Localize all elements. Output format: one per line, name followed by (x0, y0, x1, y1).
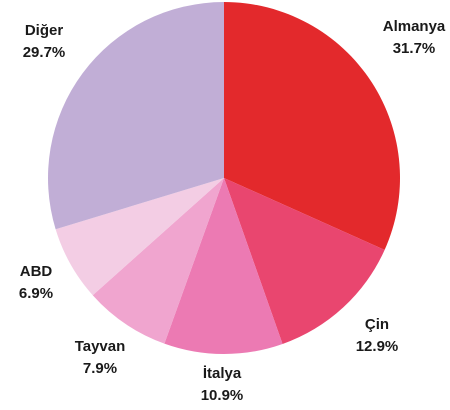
pie-slice (224, 2, 401, 250)
slice-label: Çin (365, 316, 389, 333)
slice-value: 31.7% (393, 40, 436, 57)
slice-label: Diğer (25, 22, 64, 39)
pie-slice (48, 2, 224, 230)
slice-label: ABD (20, 263, 53, 280)
pie-slice (224, 178, 385, 344)
slice-label: Tayvan (75, 338, 126, 355)
pie-slice (164, 178, 283, 354)
slice-value: 6.9% (19, 285, 53, 302)
pie-slice (55, 178, 224, 296)
slice-value: 7.9% (83, 360, 117, 377)
slice-value: 10.9% (201, 387, 244, 404)
slice-label: İtalya (203, 365, 242, 382)
slice-label: Almanya (383, 18, 446, 35)
pie-slice (92, 178, 224, 344)
slice-value: 29.7% (23, 44, 66, 61)
slice-value: 12.9% (356, 338, 399, 355)
